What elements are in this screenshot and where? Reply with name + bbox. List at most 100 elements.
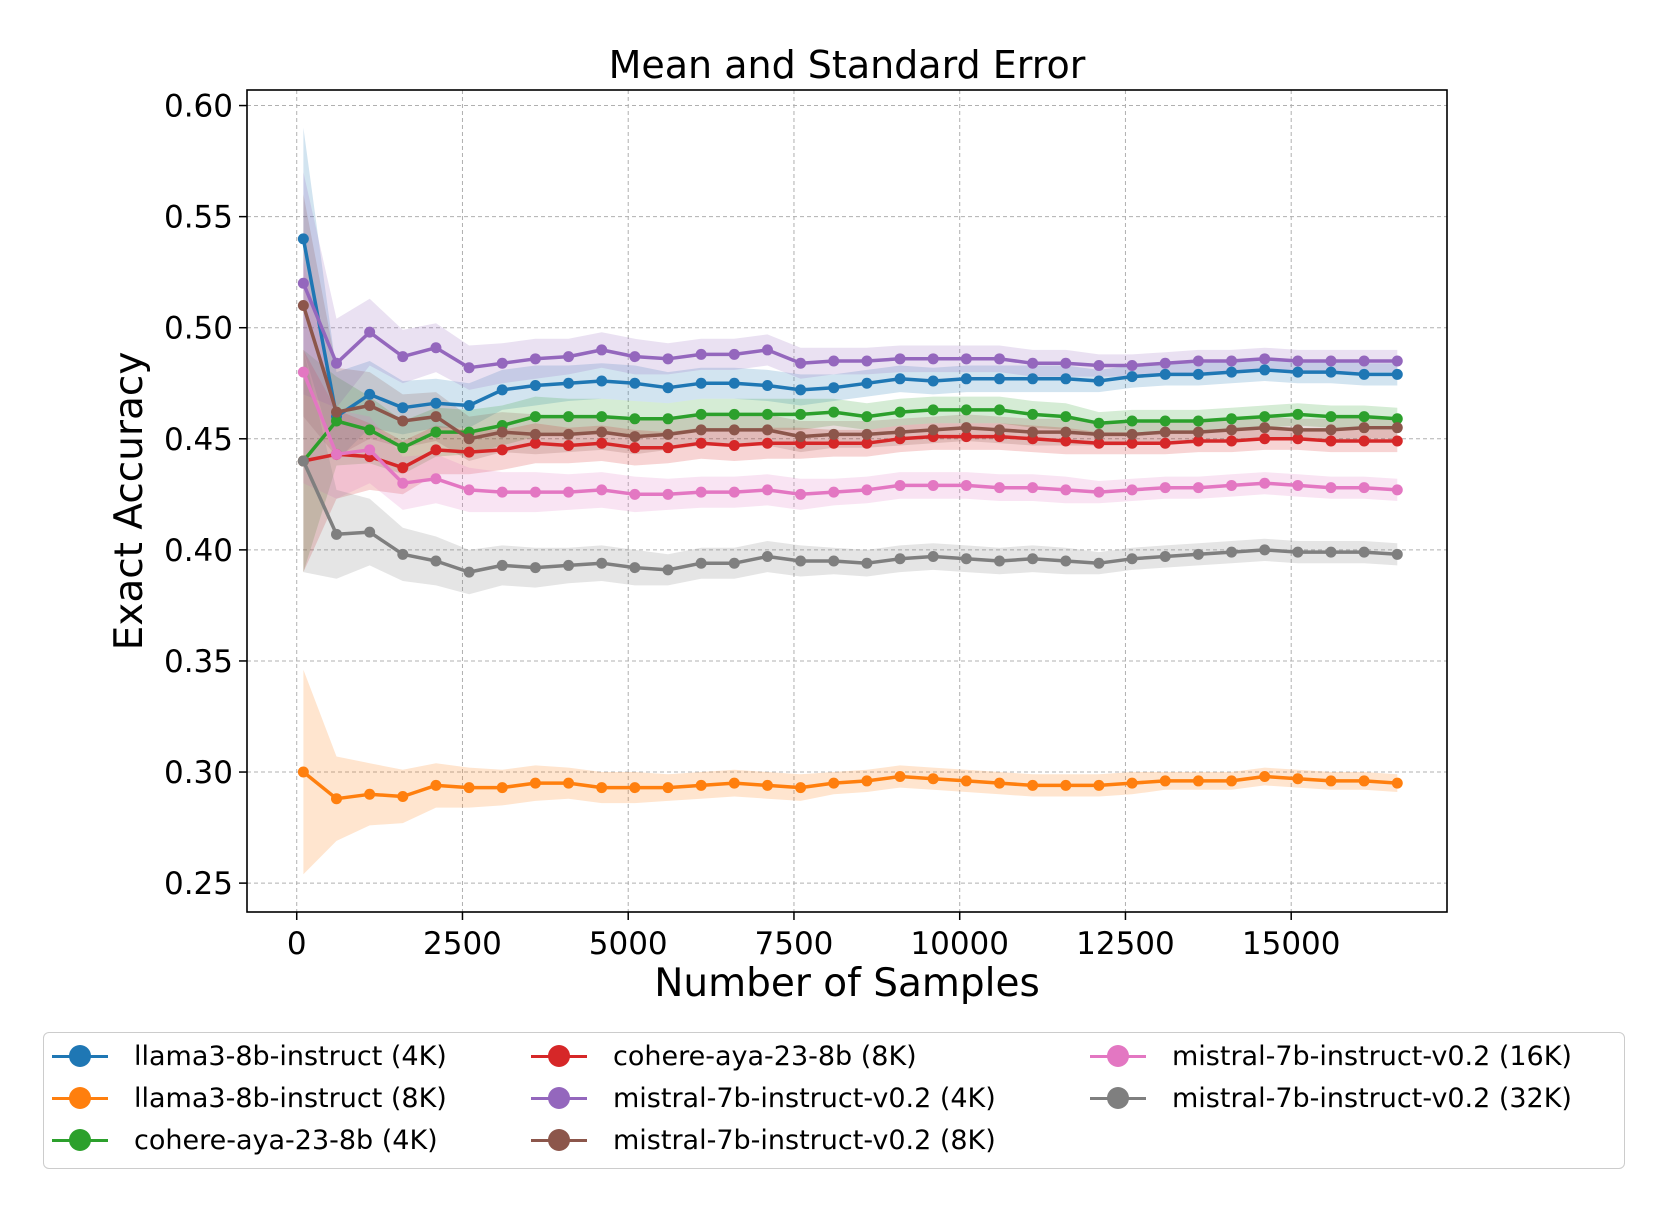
legend-item: mistral-7b-instruct-v0.2 (4K) [531, 1081, 996, 1115]
data-point [1358, 775, 1370, 787]
data-point [927, 375, 939, 387]
data-point [761, 424, 773, 436]
data-point [927, 551, 939, 563]
data-point [529, 379, 541, 391]
data-point [563, 486, 575, 498]
data-point [1192, 355, 1204, 367]
data-point [629, 488, 641, 500]
data-point [993, 777, 1005, 789]
data-point [1226, 435, 1238, 447]
series-line [301, 238, 1398, 419]
data-point [828, 486, 840, 498]
data-point [1060, 357, 1072, 369]
data-point [1159, 426, 1171, 438]
data-point [397, 462, 409, 474]
legend-item: llama3-8b-instruct (8K) [52, 1081, 447, 1115]
data-point [1325, 424, 1337, 436]
data-point [861, 484, 873, 496]
y-tick-label: 0.55 [164, 200, 233, 236]
data-point [596, 437, 608, 449]
data-point [927, 424, 939, 436]
data-point [496, 486, 508, 498]
data-point [430, 411, 442, 423]
data-point [529, 353, 541, 365]
stderr-band [303, 669, 1398, 875]
data-point [894, 553, 906, 565]
legend-item: mistral-7b-instruct-v0.2 (32K) [1090, 1081, 1572, 1115]
data-point [1159, 357, 1171, 369]
data-point [397, 415, 409, 427]
data-point [861, 437, 873, 449]
legend-label: mistral-7b-instruct-v0.2 (4K) [613, 1082, 996, 1114]
data-point [761, 408, 773, 420]
series-line [301, 304, 1398, 441]
series-line [301, 460, 1398, 574]
y-tick-label: 0.35 [164, 644, 233, 680]
data-point [1126, 484, 1138, 496]
data-point [1391, 484, 1403, 496]
x-tick-label: 0 [287, 926, 307, 962]
data-point [596, 375, 608, 387]
data-point [496, 384, 508, 396]
data-point [1391, 368, 1403, 380]
data-point [430, 342, 442, 354]
series-group [297, 233, 1403, 423]
data-point [894, 426, 906, 438]
data-point [1391, 413, 1403, 425]
data-point [1093, 437, 1105, 449]
legend-item: mistral-7b-instruct-v0.2 (16K) [1090, 1039, 1572, 1073]
legend: llama3-8b-instruct (4K) llama3-8b-instruc… [43, 1032, 1625, 1169]
data-point [1391, 355, 1403, 367]
data-point [1192, 368, 1204, 380]
data-point [1226, 775, 1238, 787]
data-point [1126, 437, 1138, 449]
data-point [364, 444, 376, 456]
legend-label: cohere-aya-23-8b (4K) [134, 1124, 438, 1156]
data-point [1259, 477, 1271, 489]
data-point [761, 379, 773, 391]
data-point [1292, 433, 1304, 445]
data-point [1358, 411, 1370, 423]
data-point [1159, 415, 1171, 427]
data-point [596, 426, 608, 438]
x-tick-label: 5000 [589, 926, 668, 962]
data-point [795, 555, 807, 567]
data-point [828, 777, 840, 789]
data-point [1226, 366, 1238, 378]
legend-swatch [52, 1039, 108, 1073]
data-point [1159, 482, 1171, 494]
data-point [662, 382, 674, 394]
data-point [529, 486, 541, 498]
data-point [1259, 364, 1271, 376]
x-axis-label: Number of Samples [654, 961, 1040, 1006]
data-point [993, 353, 1005, 365]
data-point [1226, 546, 1238, 558]
series-group [297, 366, 1403, 500]
data-point [596, 484, 608, 496]
data-point [430, 555, 442, 567]
data-point [1259, 353, 1271, 365]
series-line [302, 408, 1398, 463]
series-group [297, 299, 1403, 445]
data-point [496, 357, 508, 369]
x-tick-label: 15000 [1242, 926, 1341, 962]
data-point [1325, 482, 1337, 494]
data-point [297, 233, 309, 245]
data-point [629, 782, 641, 794]
data-point [496, 559, 508, 571]
series-line [301, 371, 1398, 497]
data-point [496, 444, 508, 456]
data-point [364, 326, 376, 338]
data-point [1093, 359, 1105, 371]
data-point [397, 402, 409, 414]
data-point [1325, 366, 1337, 378]
data-point [1325, 355, 1337, 367]
stderr-band [303, 261, 1398, 513]
data-point [1358, 482, 1370, 494]
data-point [430, 444, 442, 456]
data-point [1159, 551, 1171, 563]
data-point [331, 448, 343, 460]
data-point [1159, 368, 1171, 380]
data-point [1192, 482, 1204, 494]
data-point [695, 486, 707, 498]
